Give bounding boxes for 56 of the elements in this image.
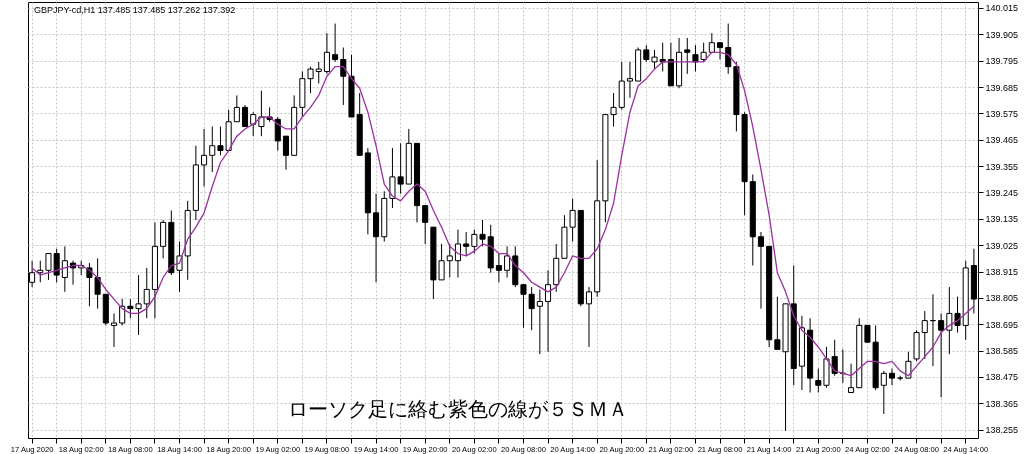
y-tick-label: 138.475: [985, 372, 1019, 383]
candlestick: [585, 286, 593, 348]
candlestick: [815, 368, 822, 393]
candlestick: [684, 37, 691, 75]
candlestick: [160, 219, 167, 259]
chart-title: GBPJPY-cd,H1 137.485 137.485 137.262 137.392: [34, 5, 236, 15]
y-tick-label: 139.575: [985, 108, 1019, 119]
candlestick: [454, 229, 461, 278]
candlestick: [323, 32, 330, 75]
candlestick: [332, 23, 339, 63]
y-tick-label: 138.695: [985, 319, 1019, 330]
y-tick-label: 138.365: [985, 398, 1019, 409]
candlestick: [119, 298, 126, 326]
candlestick: [716, 42, 724, 60]
candlestick: [209, 126, 216, 173]
y-tick-label: 139.465: [985, 135, 1019, 146]
candlestick: [274, 116, 281, 152]
candlestick: [921, 310, 928, 360]
y-tick-label: 139.245: [985, 187, 1019, 198]
candlestick: [495, 253, 502, 283]
candlestick: [938, 312, 945, 398]
annotation: ローソク足に絡む紫色の線が５ＳＭＡ: [288, 398, 628, 420]
candlestick: [757, 231, 765, 310]
y-tick-label: 140.015: [985, 3, 1019, 14]
candlestick: [422, 205, 429, 245]
y-tick-label: 139.025: [985, 240, 1019, 251]
y-tick-label: 139.355: [985, 161, 1019, 172]
candlestick: [463, 231, 470, 257]
candlestick: [241, 104, 249, 128]
candlestick: [880, 370, 887, 415]
candlestick: [626, 61, 633, 99]
candlestick: [61, 245, 68, 293]
y-tick-label: 138.805: [985, 293, 1019, 304]
candlestick: [143, 267, 150, 319]
candlestick: [905, 351, 912, 379]
candlestick: [340, 47, 347, 106]
y-tick-label: 138.585: [985, 346, 1019, 357]
candlestick: [250, 111, 257, 137]
y-tick-label: 139.685: [985, 82, 1019, 93]
y-tick-label: 138.255: [985, 425, 1019, 436]
candlestick: [848, 363, 855, 393]
candlestick: [373, 193, 380, 283]
candlestick: [536, 288, 543, 355]
candlestick: [545, 269, 552, 353]
candlestick: [201, 128, 208, 187]
candlestick: [888, 368, 896, 386]
y-tick-label: 139.795: [985, 56, 1019, 67]
y-tick-label: 138.915: [985, 267, 1019, 278]
candlestick: [315, 61, 322, 84]
y-tick-label: 139.135: [985, 214, 1019, 225]
y-tick-label: 139.905: [985, 29, 1019, 40]
candlestick: [282, 135, 290, 171]
candlestick: [504, 245, 511, 278]
candlestick: [233, 94, 240, 123]
candlestick: [725, 23, 732, 75]
candlestick: [110, 312, 118, 348]
